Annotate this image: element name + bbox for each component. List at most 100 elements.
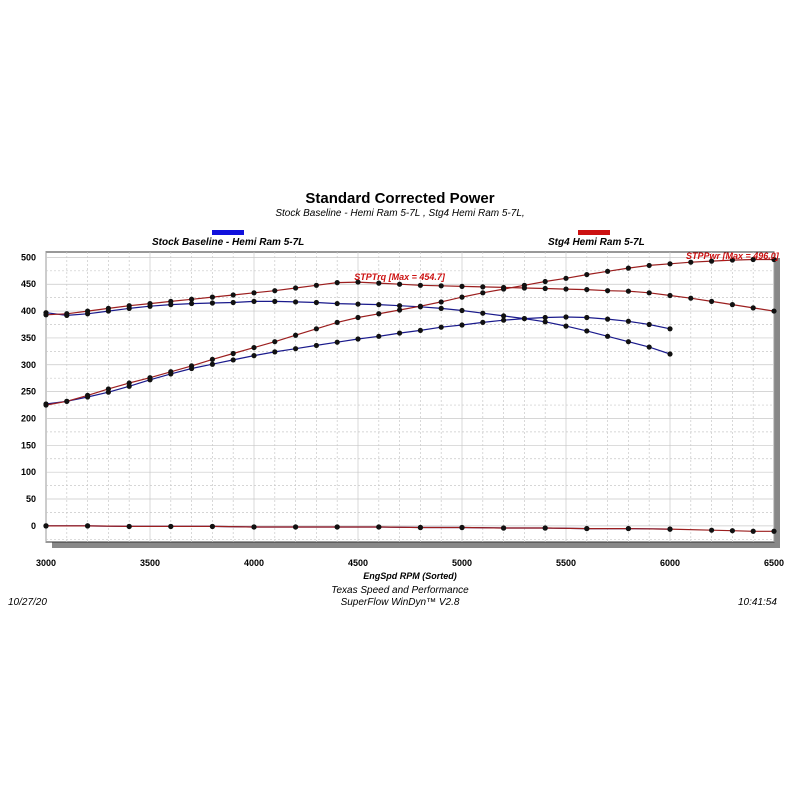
data-point-stg4-power (313, 326, 319, 332)
data-point-stg4-torque (105, 305, 111, 311)
data-point-stg4-power (168, 369, 174, 375)
data-point-stg4-torque (542, 285, 548, 292)
data-point-stg4-baseline (126, 523, 132, 530)
data-point-stg4-baseline (729, 528, 736, 534)
data-point-stg4-power (293, 332, 299, 338)
data-point-stg4-power (521, 282, 528, 288)
data-point-stock-power (417, 327, 423, 334)
data-point-stg4-power (729, 257, 736, 263)
data-point-stock-power (584, 314, 590, 321)
data-point-stg4-baseline (168, 523, 174, 530)
data-point-stg4-baseline (85, 523, 91, 529)
data-point-stg4-power (542, 278, 548, 285)
series-line-stg4-torque (45, 281, 775, 316)
y-tick-label: 0 (31, 521, 36, 531)
x-tick-label: 5000 (452, 558, 472, 568)
data-point-stg4-torque (376, 280, 382, 286)
footer-company: Texas Speed and Performance (331, 585, 469, 596)
data-point-stg4-power (771, 256, 777, 263)
data-point-stock-torque (459, 307, 465, 314)
data-point-stg4-torque (584, 286, 590, 293)
chart-title: Standard Corrected Power (305, 190, 495, 207)
x-tick-label: 6500 (764, 558, 784, 568)
data-point-stock-torque (542, 319, 548, 325)
data-point-stock-torque (667, 351, 673, 357)
data-point-stg4-baseline (209, 523, 215, 530)
data-point-stock-torque (376, 302, 382, 308)
data-point-stg4-power (272, 339, 278, 345)
data-point-stock-power (459, 322, 465, 328)
series (43, 256, 777, 534)
data-point-stg4-torque (209, 294, 215, 300)
data-point-stg4-power (43, 402, 49, 408)
x-tick-label: 4000 (244, 558, 264, 568)
x-axis-label: EngSpd RPM (Sorted) (363, 571, 457, 581)
data-point-stock-power (313, 342, 319, 349)
data-point-stock-torque (397, 303, 403, 309)
data-point-stg4-power (625, 265, 632, 271)
data-point-stg4-baseline (771, 528, 777, 534)
data-point-stg4-power (501, 286, 507, 292)
data-point-stg4-torque (293, 285, 299, 291)
y-tick-label: 100 (21, 467, 36, 477)
data-point-stg4-power (709, 258, 715, 264)
legend-swatch-stg4 (578, 230, 610, 235)
chart-subtitle: Stock Baseline - Hemi Ram 5-7L , Stg4 He… (275, 208, 525, 219)
data-point-stock-power (293, 346, 299, 352)
data-point-stg4-torque (230, 292, 236, 298)
data-point-stg4-power (64, 398, 70, 404)
series-line-stg4-power (45, 258, 774, 406)
data-point-stg4-torque (688, 295, 694, 301)
data-point-stg4-torque (251, 290, 257, 296)
legend-label-stg4: Stg4 Hemi Ram 5-7L (548, 237, 645, 248)
legend-label-stock: Stock Baseline - Hemi Ram 5-7L (152, 237, 305, 248)
data-point-stock-torque (625, 339, 632, 345)
data-point-stg4-power (251, 344, 257, 351)
data-point-stock-torque (334, 300, 340, 307)
data-point-stg4-power (438, 299, 444, 305)
data-point-stock-power (397, 330, 403, 336)
data-point-stock-torque (230, 299, 236, 306)
data-point-stg4-torque (85, 308, 91, 314)
data-point-stock-power (501, 317, 507, 323)
data-point-stg4-torque (605, 288, 611, 294)
x-tick-label: 4500 (348, 558, 368, 568)
data-point-stg4-torque (43, 312, 49, 318)
y-tick-label: 350 (21, 333, 36, 343)
data-point-stock-torque (646, 344, 652, 350)
data-point-stg4-torque (646, 290, 652, 296)
data-point-stg4-torque (168, 298, 174, 305)
data-point-stg4-power (85, 392, 91, 398)
data-point-stg4-torque (417, 282, 423, 288)
data-point-stg4-power (376, 311, 382, 317)
data-point-stg4-power (605, 268, 611, 274)
data-point-stg4-torque (729, 302, 736, 308)
data-point-stock-power (251, 353, 257, 359)
data-point-stg4-torque (334, 280, 340, 286)
data-point-stg4-baseline (750, 528, 756, 534)
data-point-stg4-torque (355, 279, 361, 285)
data-point-stg4-baseline (293, 524, 299, 530)
footer-software: SuperFlow WinDyn™ V2.8 (340, 597, 460, 608)
data-point-stg4-baseline (43, 523, 49, 529)
data-point-stg4-power (147, 375, 153, 381)
annotations: STPTrq [Max = 454.7] STPPwr [Max = 496.0] (354, 251, 780, 282)
data-point-stg4-torque (459, 283, 465, 289)
data-point-stg4-torque (272, 288, 278, 294)
data-point-stg4-power (646, 262, 652, 269)
data-point-stock-power (646, 321, 652, 328)
data-point-stg4-torque (64, 311, 70, 317)
data-point-stg4-torque (189, 296, 195, 302)
data-point-stock-power (563, 314, 569, 320)
plot-area (45, 251, 775, 543)
data-point-stg4-power (189, 363, 195, 369)
data-point-stg4-power (397, 307, 403, 313)
data-point-stg4-torque (709, 298, 715, 305)
data-point-stock-torque (209, 300, 215, 306)
data-point-stg4-baseline (667, 526, 673, 532)
y-tick-label: 450 (21, 279, 36, 289)
footer-date: 10/27/20 (8, 597, 47, 608)
data-point-stock-power (480, 319, 486, 325)
data-point-stg4-baseline (501, 525, 507, 531)
data-point-stg4-baseline (625, 525, 632, 532)
